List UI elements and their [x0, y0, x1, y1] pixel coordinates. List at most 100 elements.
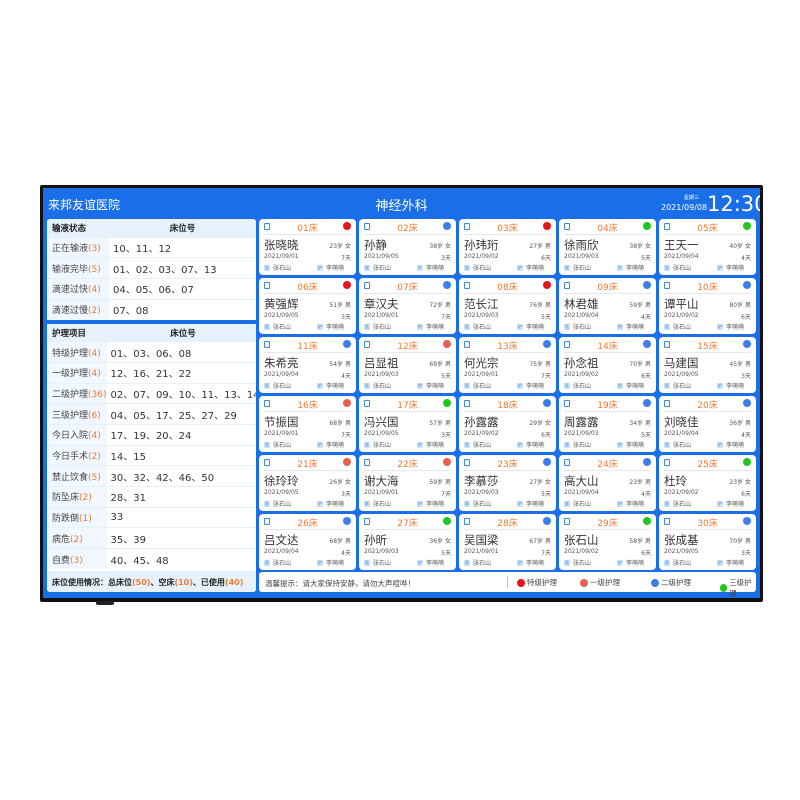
patient-gender: 男 [544, 302, 551, 309]
bed-number: 15床 [697, 342, 718, 352]
bed-number: 25床 [697, 460, 718, 470]
hospital-name: 来邦友谊医院 [48, 198, 121, 212]
bed-card[interactable]: 16床 节振国 68岁 男 2021/09/01 7天医张石山 护李萌萌 [259, 396, 356, 452]
bed-card[interactable]: 07床 章汉夫 72岁 男 2021/09/01 7天医张石山 护李萌萌 [359, 278, 456, 334]
doctor: 医张石山 [664, 558, 691, 567]
legend-dot [580, 578, 588, 587]
bed-icon [664, 518, 670, 525]
bed-card[interactable]: 18床 孙露露 29岁 女 2021/09/02 6天医张石山 护李萌萌 [459, 396, 556, 452]
bed-card[interactable]: 02床 孙静 38岁 女 2021/09/05 3天医张石山 护李萌萌 [359, 219, 456, 275]
divider [364, 529, 451, 530]
bed-card[interactable]: 21床 徐玲玲 26岁 女 2021/09/05 3天医张石山 护李萌萌 [259, 455, 356, 511]
item-label: 滴速过慢 [52, 306, 89, 317]
nurse-icon: 护 [417, 500, 423, 507]
stay-days: 3天 [441, 432, 451, 439]
doctor: 医张石山 [564, 558, 591, 567]
bed-card[interactable]: 26床 吕文达 68岁 男 2021/09/04 4天医张石山 护李萌萌 [259, 514, 356, 570]
doctor: 医张石山 [564, 499, 591, 508]
patient-age-gender: 70岁 男 [729, 536, 751, 545]
divider [664, 529, 751, 530]
bed-numbers: 01、02、03、07、13 [109, 257, 256, 279]
nurse-name: 李萌萌 [726, 501, 745, 508]
nursing-row: 二级护理(36) 02、07、09、10、11、13、14 [47, 382, 256, 404]
bed-card[interactable]: 13床 何光宗 75岁 男 2021/09/01 7天医张石山 护李萌萌 [459, 337, 556, 393]
bed-icon [364, 400, 370, 407]
admission-date: 2021/09/05 [264, 489, 299, 496]
patient-name: 高大山 [564, 474, 599, 488]
patient-name: 何光宗 [464, 356, 499, 370]
item-count: (1) [79, 514, 92, 525]
stay-days: 6天 [541, 255, 551, 262]
bed-card[interactable]: 15床 马建国 45岁 男 2021/09/05 3天医张石山 护李萌萌 [659, 337, 756, 393]
bed-card[interactable]: 30床 张成基 70岁 男 2021/09/05 3天医张石山 护李萌萌 [659, 514, 756, 570]
bed-number: 06床 [297, 283, 318, 293]
bed-card[interactable]: 03床 孙玮珩 27岁 男 2021/09/02 6天医张石山 护李萌萌 [459, 219, 556, 275]
bed-card[interactable]: 05床 王天一 40岁 女 2021/09/04 4天医张石山 护李萌萌 [659, 219, 756, 275]
care-level-dot [543, 458, 551, 466]
bed-number: 14床 [597, 342, 618, 352]
bed-icon [664, 341, 670, 348]
patient-name: 孙念祖 [564, 356, 599, 370]
bed-icon [564, 518, 570, 525]
admission-date: 2021/09/05 [364, 253, 399, 260]
care-level-dot [343, 517, 351, 525]
bed-card[interactable]: 11床 朱希亮 54岁 男 2021/09/04 4天医张石山 护李萌萌 [259, 337, 356, 393]
divider [264, 293, 351, 294]
patient-age: 68岁 [329, 538, 344, 545]
bed-card[interactable]: 17床 冯兴国 57岁 男 2021/09/05 3天医张石山 护李萌萌 [359, 396, 456, 452]
bed-card[interactable]: 06床 黄强辉 51岁 男 2021/09/05 3天医张石山 护李萌萌 [259, 278, 356, 334]
doctor-icon: 医 [464, 441, 470, 448]
nurse-icon: 护 [517, 382, 523, 389]
stay-days: 3天 [441, 255, 451, 262]
divider [464, 529, 551, 530]
admission-date: 2021/09/01 [364, 312, 399, 319]
bed-card[interactable]: 22床 谢大海 59岁 男 2021/09/01 7天医张石山 护李萌萌 [359, 455, 456, 511]
care-level-dot [343, 222, 351, 230]
bed-card[interactable]: 01床 张晓晓 23岁 女 2021/09/01 7天医张石山 护李萌萌 [259, 219, 356, 275]
stay-days: 5天 [541, 314, 551, 321]
nurse-name: 李萌萌 [426, 442, 445, 449]
nurse: 护李萌萌 [317, 499, 344, 508]
doctor-name: 张石山 [473, 265, 492, 272]
patient-name: 冯兴国 [364, 415, 399, 429]
patient-age: 51岁 [329, 302, 344, 309]
nursing-row: 自费(3) 40、45、48 [47, 548, 256, 570]
bed-card[interactable]: 24床 高大山 23岁 男 2021/09/04 4天医张石山 护李萌萌 [559, 455, 656, 511]
bed-card[interactable]: 19床 周露露 34岁 男 2021/09/03 5天医张石山 护李萌萌 [559, 396, 656, 452]
patient-gender: 男 [744, 361, 751, 368]
patient-age-gender: 72岁 男 [429, 300, 451, 309]
bed-card[interactable]: 25床 杜玲 23岁 女 2021/09/02 6天医张石山 护李萌萌 [659, 455, 756, 511]
bed-card[interactable]: 12床 吕显祖 69岁 男 2021/09/03 5天医张石山 护李萌萌 [359, 337, 456, 393]
bed-card[interactable]: 08床 范长江 76岁 男 2021/09/03 5天医张石山 护李萌萌 [459, 278, 556, 334]
doctor-name: 张石山 [673, 265, 692, 272]
care-level-dot [643, 340, 651, 348]
divider [564, 470, 651, 471]
patient-name: 吕文达 [264, 533, 299, 547]
bed-card[interactable]: 20床 刘晓佳 36岁 男 2021/09/04 4天医张石山 护李萌萌 [659, 396, 756, 452]
patient-age-gender: 57岁 男 [429, 418, 451, 427]
bed-number: 20床 [697, 401, 718, 411]
doctor: 医张石山 [464, 263, 491, 272]
doctor-icon: 医 [564, 323, 570, 330]
nursing-row: 防跌倒(1) 33 [47, 506, 256, 528]
bed-card[interactable]: 14床 孙念祖 70岁 男 2021/09/02 6天医张石山 护李萌萌 [559, 337, 656, 393]
bed-card[interactable]: 28床 吴国梁 67岁 男 2021/09/01 7天医张石山 护李萌萌 [459, 514, 556, 570]
admission-date: 2021/09/05 [264, 312, 299, 319]
bed-card[interactable]: 29床 张石山 58岁 男 2021/09/02 6天医张石山护李萌萌 [559, 514, 656, 570]
care-level-dot [343, 399, 351, 407]
bed-card[interactable]: 27床 孙昕 36岁 女 2021/09/03 5天医张石山 护李萌萌 [359, 514, 456, 570]
admission-date: 2021/09/03 [564, 253, 599, 260]
patient-age-gender: 59岁 男 [629, 300, 651, 309]
patient-gender: 男 [744, 420, 751, 427]
doctor-name: 张石山 [573, 383, 592, 390]
patient-name: 林君雄 [564, 297, 599, 311]
nurse-icon: 护 [417, 382, 423, 389]
patient-age-gender: 29岁 女 [529, 418, 551, 427]
bed-card[interactable]: 10床 谭平山 80岁 男 2021/09/02 6天医张石山 护李萌萌 [659, 278, 756, 334]
bed-card[interactable]: 23床 李慕莎 27岁 女 2021/09/03 5天医张石山 护李萌萌 [459, 455, 556, 511]
bed-card[interactable]: 04床 徐雨欣 38岁 女 2021/09/03 5天医张石山 护李萌萌 [559, 219, 656, 275]
nursing-row: 病危(2) 35、39 [47, 527, 256, 549]
stay-days: 3天 [741, 550, 751, 557]
care-level-dot [443, 340, 451, 348]
bed-card[interactable]: 09床 林君雄 59岁 男 2021/09/04 4天医张石山 护李萌萌 [559, 278, 656, 334]
